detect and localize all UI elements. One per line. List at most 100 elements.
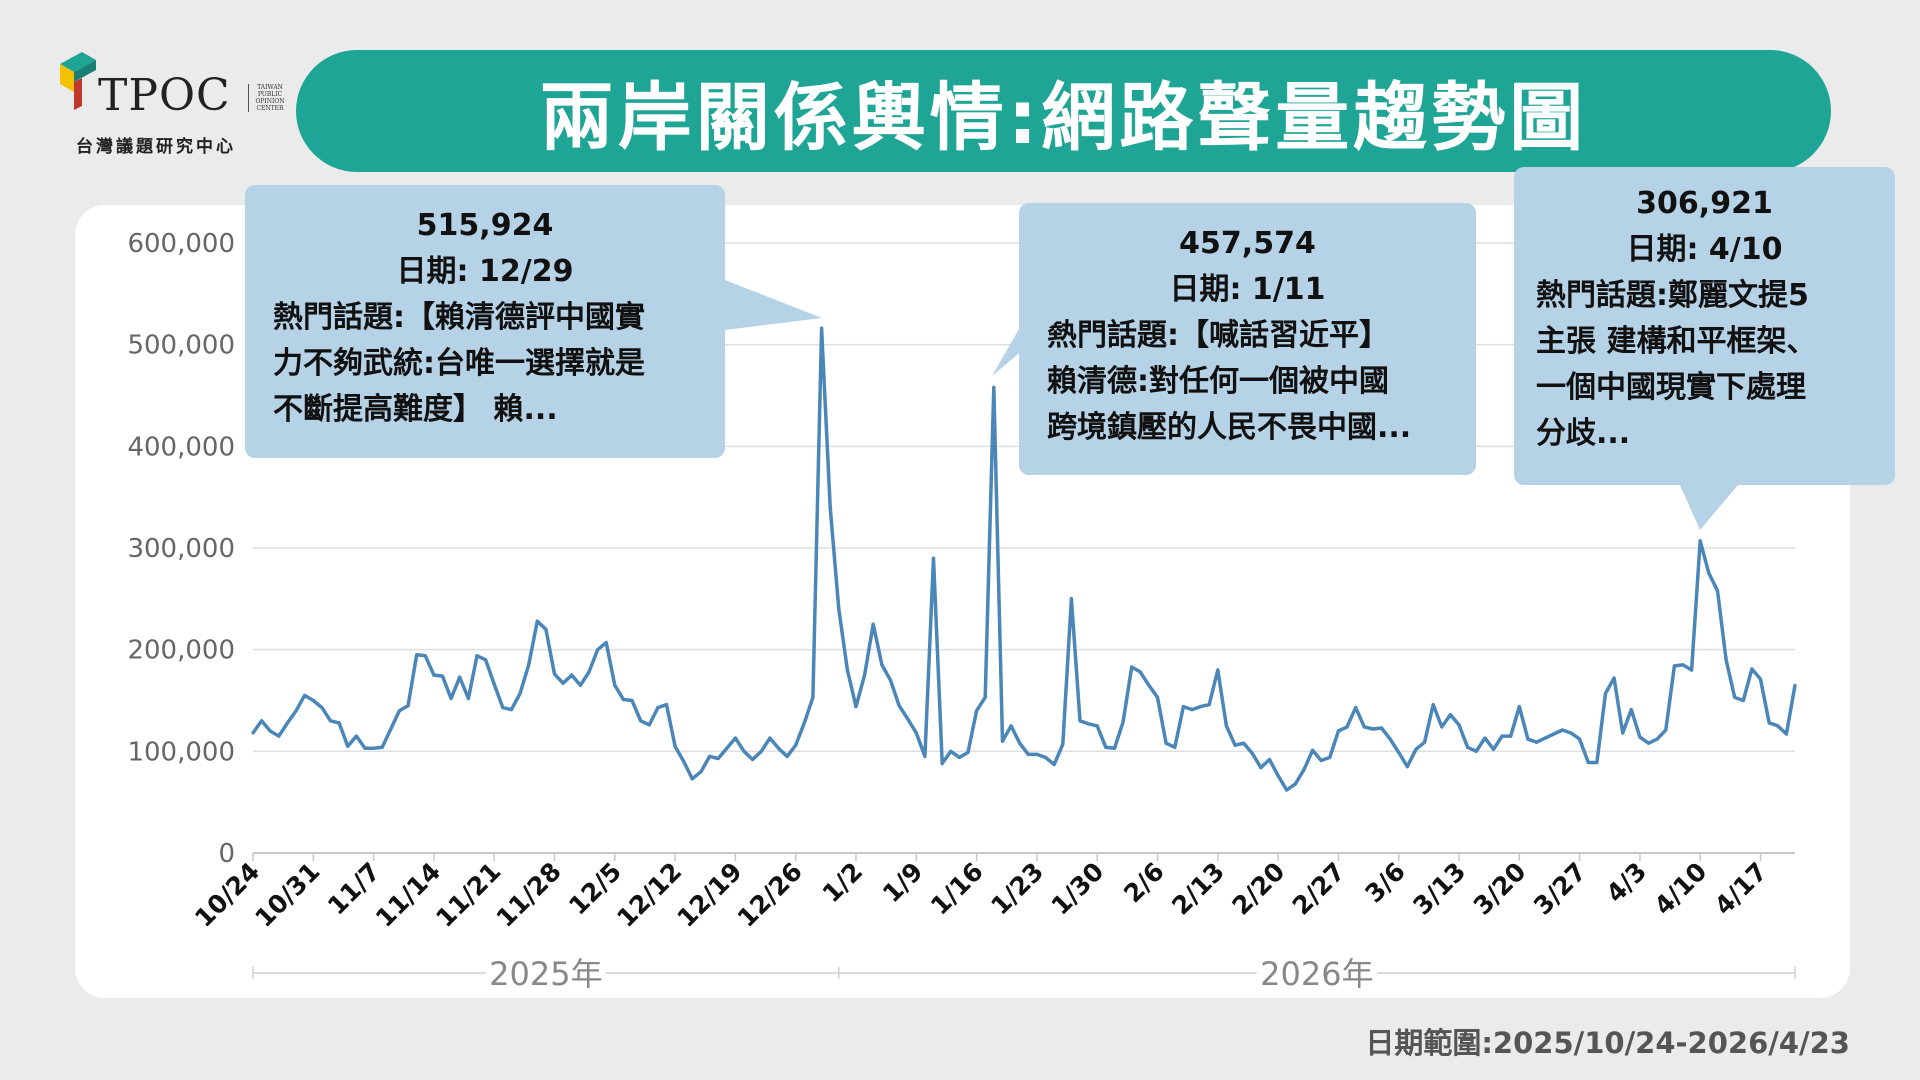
data-point xyxy=(1052,762,1056,767)
x-tick-label: 4/17 xyxy=(1709,857,1773,921)
data-point xyxy=(966,750,970,755)
data-point xyxy=(871,622,875,626)
data-point xyxy=(458,675,462,679)
x-tick-label: 3/13 xyxy=(1407,857,1471,921)
year-label-bg xyxy=(1256,951,1377,995)
callout-value: 515,924 xyxy=(416,208,554,243)
data-point xyxy=(940,761,944,766)
data-point xyxy=(931,556,936,560)
data-point xyxy=(432,673,436,677)
data-point xyxy=(1405,765,1409,769)
data-point xyxy=(725,746,729,750)
data-point xyxy=(1311,748,1315,752)
data-point xyxy=(320,706,324,710)
data-point xyxy=(1629,708,1633,712)
data-point xyxy=(423,654,427,658)
data-point xyxy=(845,668,850,672)
data-point xyxy=(1664,728,1668,732)
data-point xyxy=(863,673,867,677)
data-point xyxy=(285,721,290,725)
callout-topic: 熱門話題:鄭麗文提5 主張 建構和平框架、 一個中國現實下處理 分歧... xyxy=(1536,278,1817,451)
data-point xyxy=(1138,670,1142,674)
data-point xyxy=(1690,668,1694,672)
data-point xyxy=(1784,732,1788,736)
data-point xyxy=(914,731,918,735)
data-point xyxy=(1112,746,1117,750)
data-point xyxy=(449,696,453,701)
data-point xyxy=(527,663,531,667)
data-point xyxy=(1207,703,1211,707)
data-point xyxy=(406,704,410,708)
year-label-bg xyxy=(485,951,606,995)
data-point xyxy=(1130,665,1134,669)
data-point xyxy=(1535,740,1539,744)
data-point xyxy=(1164,741,1168,745)
callout-peak-1229: 515,924 日期: 12/29 熱門話題:【賴清德評中國實 力不夠武統:台唯… xyxy=(245,185,725,458)
data-point xyxy=(1379,726,1384,730)
data-point xyxy=(699,770,703,774)
data-point xyxy=(1466,745,1470,749)
data-point xyxy=(1190,708,1194,712)
data-point xyxy=(346,744,350,748)
x-tick-label: 4/10 xyxy=(1649,857,1713,921)
tpoc-logo: TPOC TAIWAN PUBLIC OPINION CENTER 台灣議題研究… xyxy=(58,52,288,162)
data-point xyxy=(1259,766,1263,770)
data-point xyxy=(759,749,763,753)
data-point xyxy=(1552,732,1556,736)
x-tick-label: 4/3 xyxy=(1601,857,1653,909)
data-point xyxy=(518,691,522,695)
callout-date: 日期: 12/29 xyxy=(396,254,574,289)
data-point xyxy=(1767,721,1771,725)
data-point xyxy=(1621,731,1625,735)
data-point xyxy=(1078,719,1082,723)
x-tick-label: 2/20 xyxy=(1226,857,1290,921)
data-point xyxy=(716,756,720,761)
data-point xyxy=(1155,695,1160,699)
y-tick-label: 0 xyxy=(218,839,235,869)
data-point xyxy=(484,658,488,662)
y-tick-label: 400,000 xyxy=(127,432,235,462)
data-point xyxy=(380,745,384,749)
x-tick-label: 1/23 xyxy=(985,857,1049,921)
data-point xyxy=(1603,691,1608,695)
data-point xyxy=(268,729,272,733)
data-point xyxy=(742,749,746,753)
data-point xyxy=(1345,725,1349,729)
data-point xyxy=(1061,742,1065,746)
data-point xyxy=(578,683,582,687)
tpoc-logo-mark-icon xyxy=(60,52,96,110)
data-point xyxy=(1009,724,1013,728)
data-point xyxy=(535,619,539,623)
x-tick-label: 10/31 xyxy=(249,857,325,933)
data-point xyxy=(975,709,979,713)
data-point xyxy=(751,757,755,762)
data-point xyxy=(1776,724,1780,728)
data-point xyxy=(1724,658,1728,662)
data-point xyxy=(647,723,651,727)
data-point xyxy=(354,734,358,738)
data-point xyxy=(1715,589,1720,593)
data-point xyxy=(363,746,367,750)
data-point xyxy=(820,326,824,330)
data-point xyxy=(906,717,910,721)
data-point xyxy=(1647,741,1651,745)
data-point xyxy=(811,695,815,699)
data-point xyxy=(397,709,401,713)
data-point xyxy=(552,672,557,676)
data-point xyxy=(277,734,281,738)
line-chart: 0 100,000 200,000 300,000 400,000 500,000 600,… xyxy=(127,229,1797,995)
data-point xyxy=(544,627,548,631)
callout-value: 306,921 xyxy=(1636,186,1773,221)
data-point xyxy=(1319,758,1323,763)
data-point xyxy=(561,681,565,685)
data-point xyxy=(440,674,445,678)
data-point xyxy=(794,743,798,747)
data-point xyxy=(1285,788,1289,792)
data-point xyxy=(1698,539,1702,543)
y-tick-label: 500,000 xyxy=(127,331,235,361)
data-point xyxy=(415,653,419,657)
data-point xyxy=(1000,739,1005,743)
callout-value: 457,574 xyxy=(1179,226,1316,261)
year-label: 2026年 xyxy=(1260,955,1373,993)
data-point xyxy=(1431,703,1435,707)
